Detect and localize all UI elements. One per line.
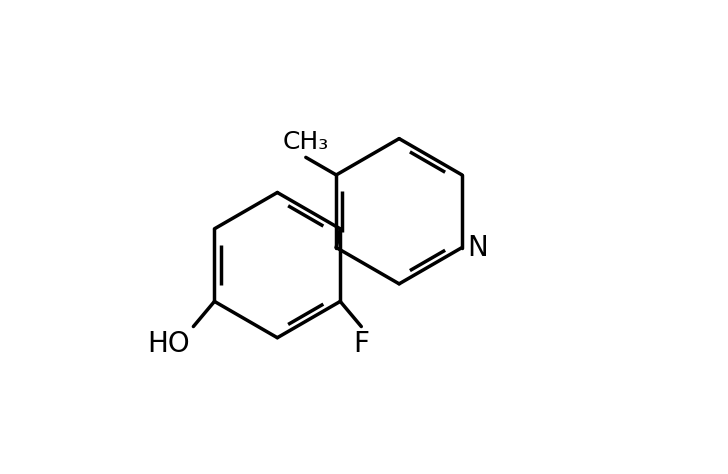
Text: N: N <box>467 234 488 262</box>
Text: F: F <box>353 330 369 358</box>
Text: HO: HO <box>147 330 189 358</box>
Text: CH₃: CH₃ <box>282 129 329 154</box>
